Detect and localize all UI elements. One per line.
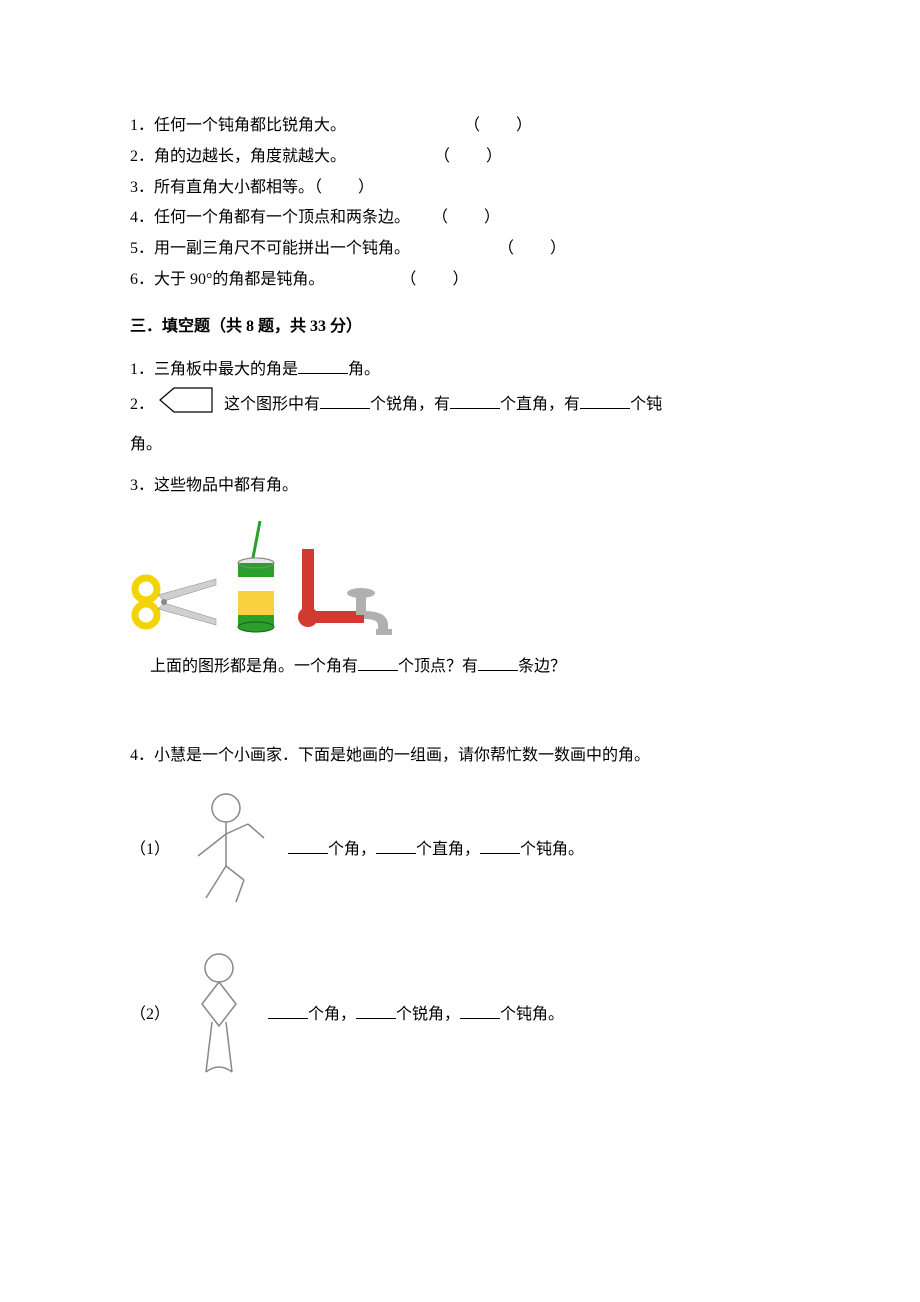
q4-row-2: （2） 个角， 个锐角， 个钝角。 bbox=[130, 950, 790, 1080]
t: 个钝角。 bbox=[500, 1006, 564, 1023]
item-text: 大于 90°的角都是钝角。 bbox=[154, 271, 324, 288]
paren-r: ） bbox=[486, 148, 502, 165]
blank[interactable] bbox=[580, 392, 630, 409]
t: 个直角， bbox=[416, 841, 480, 858]
q1-suffix: 角。 bbox=[348, 361, 380, 378]
judge-item-5: 5．用一副三角尺不可能拼出一个钝角。 （） bbox=[130, 235, 790, 264]
blank[interactable] bbox=[450, 392, 500, 409]
paren-r: ） bbox=[452, 271, 468, 288]
q2-mid4: 个钝 bbox=[630, 396, 662, 413]
stick-figure-2-icon bbox=[184, 950, 254, 1080]
q3-images bbox=[130, 519, 790, 639]
q4-title: 4．小慧是一个小画家．下面是她画的一组画，请你帮忙数一数画中的角。 bbox=[130, 742, 790, 771]
blank[interactable] bbox=[376, 837, 416, 854]
item-num: 4 bbox=[130, 209, 138, 226]
q4-r1-text: 个角， 个直角， 个钝角。 bbox=[288, 836, 584, 865]
judge-item-6: 6．大于 90°的角都是钝角。 （） bbox=[130, 266, 790, 295]
paren-l: （ bbox=[498, 240, 514, 257]
paren-r: ） bbox=[358, 179, 374, 196]
q2-mid3: 个直角，有 bbox=[500, 396, 580, 413]
q3-title: 3．这些物品中都有角。 bbox=[130, 472, 790, 501]
paren-l: （ bbox=[400, 271, 416, 288]
blank[interactable] bbox=[478, 654, 518, 671]
paren-r: ） bbox=[550, 240, 566, 257]
q3-text: 上面的图形都是角。一个角有 bbox=[150, 658, 358, 675]
scissors-icon bbox=[130, 561, 220, 639]
paren-r: ） bbox=[484, 209, 500, 226]
t: 个角， bbox=[308, 1006, 356, 1023]
q4-r2-label: （2） bbox=[130, 1001, 170, 1030]
q3-suffix: 条边？ bbox=[518, 658, 566, 675]
document-page: 1．任何一个钝角都比锐角大。 （） 2．角的边越长，角度就越大。 （） 3．所有… bbox=[0, 0, 920, 1302]
blank[interactable] bbox=[358, 654, 398, 671]
item-text: 任何一个角都有一个顶点和两条边。 bbox=[154, 209, 410, 226]
q2-line1: 2． 这个图形中有 个锐角，有 个直角，有 个钝 bbox=[130, 386, 790, 425]
blank[interactable] bbox=[268, 1002, 308, 1019]
t: 个锐角， bbox=[396, 1006, 460, 1023]
can-icon bbox=[228, 519, 284, 639]
item-num: 6 bbox=[130, 271, 138, 288]
item-text: 角的边越长，角度就越大。 bbox=[154, 148, 346, 165]
item-num: 5 bbox=[130, 240, 138, 257]
t: 个钝角。 bbox=[520, 841, 584, 858]
q2-line2: 角。 bbox=[130, 431, 790, 460]
paren-l: （ bbox=[314, 179, 322, 196]
blank[interactable] bbox=[288, 837, 328, 854]
item-text: 任何一个钝角都比锐角大。 bbox=[154, 117, 346, 134]
item-text: 所有直角大小都相等。 bbox=[154, 179, 314, 196]
blank[interactable] bbox=[298, 357, 348, 374]
blank[interactable] bbox=[320, 392, 370, 409]
item-num: 2 bbox=[130, 148, 138, 165]
q2-prefix: 2． bbox=[130, 396, 154, 413]
judge-item-4: 4．任何一个角都有一个顶点和两条边。 （） bbox=[130, 204, 790, 233]
blank[interactable] bbox=[356, 1002, 396, 1019]
q2-mid2: 个锐角，有 bbox=[370, 396, 450, 413]
stick-figure-1-icon bbox=[184, 790, 274, 910]
q2-mid1: 这个图形中有 bbox=[224, 396, 320, 413]
blank[interactable] bbox=[480, 837, 520, 854]
paren-l: （ bbox=[432, 209, 448, 226]
q1-prefix: 1．三角板中最大的角是 bbox=[130, 361, 298, 378]
section-3-title: 三．填空题（共 8 题，共 33 分） bbox=[130, 313, 790, 342]
judge-item-1: 1．任何一个钝角都比锐角大。 （） bbox=[130, 112, 790, 141]
t: 个角， bbox=[328, 841, 376, 858]
blank[interactable] bbox=[460, 1002, 500, 1019]
q1: 1．三角板中最大的角是 角。 bbox=[130, 356, 790, 385]
q4-r2-text: 个角， 个锐角， 个钝角。 bbox=[268, 1001, 564, 1030]
q4-row-1: （1） 个角， 个直角， 个钝角。 bbox=[130, 790, 790, 910]
judge-item-2: 2．角的边越长，角度就越大。 （） bbox=[130, 143, 790, 172]
q4-r1-label: （1） bbox=[130, 836, 170, 865]
q3-line: 上面的图形都是角。一个角有 个顶点？有 条边？ bbox=[150, 653, 790, 682]
item-text: 用一副三角尺不可能拼出一个钝角。 bbox=[154, 240, 410, 257]
item-num: 3 bbox=[130, 179, 138, 196]
pentagon-icon bbox=[158, 386, 214, 425]
judge-item-3: 3．所有直角大小都相等。（） bbox=[130, 174, 790, 203]
paren-l: （ bbox=[464, 117, 480, 134]
paren-r: ） bbox=[516, 117, 532, 134]
q3-mid: 个顶点？有 bbox=[398, 658, 478, 675]
tap-icon bbox=[292, 545, 402, 639]
section-2-list: 1．任何一个钝角都比锐角大。 （） 2．角的边越长，角度就越大。 （） 3．所有… bbox=[130, 112, 790, 295]
paren-l: （ bbox=[434, 148, 450, 165]
item-num: 1 bbox=[130, 117, 138, 134]
